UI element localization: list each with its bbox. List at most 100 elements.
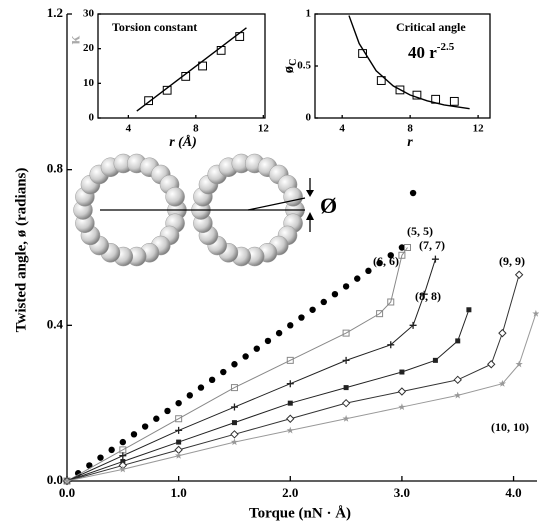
series-label: (5, 5) <box>407 224 433 238</box>
point <box>63 477 71 485</box>
y-tick-label: 0.8 <box>47 161 64 176</box>
point <box>376 76 386 85</box>
series-line <box>66 247 408 482</box>
point <box>253 345 260 352</box>
point <box>216 46 226 55</box>
point <box>387 252 394 259</box>
point <box>298 314 305 321</box>
x-tick-label: 4 <box>339 123 345 135</box>
point <box>455 338 461 344</box>
point <box>86 462 93 469</box>
point <box>175 415 183 423</box>
point <box>286 414 295 423</box>
series-label: (10, 10) <box>491 420 529 434</box>
point <box>275 329 283 337</box>
series-label: (8, 8) <box>415 289 441 303</box>
arrow-head <box>306 212 314 220</box>
y-tick-label: 20 <box>83 42 95 54</box>
point <box>286 426 294 434</box>
point <box>108 446 115 454</box>
inset-y-label: κ <box>67 35 84 44</box>
point <box>343 385 349 391</box>
x-tick-label: 1.0 <box>171 485 187 500</box>
y-tick-label: 1.2 <box>47 5 63 20</box>
point <box>454 391 462 399</box>
fit-formula: 40 r-2.5 <box>408 41 455 62</box>
inset-x-label: r (Å) <box>169 134 197 150</box>
point <box>309 306 316 313</box>
series-label: (9, 9) <box>499 254 525 268</box>
point <box>119 438 127 446</box>
point <box>230 384 238 392</box>
bead <box>165 187 185 207</box>
point <box>342 329 350 337</box>
point <box>220 368 227 376</box>
point <box>231 420 237 426</box>
point <box>487 360 496 369</box>
point <box>208 376 216 384</box>
point <box>387 341 395 349</box>
point <box>186 392 194 399</box>
point <box>498 379 507 387</box>
point <box>398 251 406 259</box>
inset-y-label: øC <box>281 59 299 74</box>
point <box>432 357 438 363</box>
fit-formula-main: 40 r <box>408 43 437 62</box>
y-axis-label: Twisted angle, ø (radians) <box>13 168 29 333</box>
point <box>398 403 406 411</box>
point <box>398 244 406 251</box>
y-tick-label: 1 <box>306 8 312 20</box>
y-tick-label: 10 <box>83 77 95 89</box>
y-tick-label: 0.4 <box>47 316 64 331</box>
point <box>119 452 127 460</box>
point <box>387 298 395 306</box>
point <box>341 398 351 408</box>
point <box>162 85 172 95</box>
fit-line <box>348 15 470 110</box>
illustration-label: Ø <box>320 193 337 218</box>
point <box>197 384 205 391</box>
point <box>287 322 294 329</box>
y-tick-label: 0 <box>306 112 312 124</box>
series-line <box>66 313 537 482</box>
inset-title: Torsion constant <box>112 20 197 34</box>
point <box>164 407 171 415</box>
point <box>198 61 207 71</box>
point <box>409 189 417 197</box>
series-label: (6, 6) <box>373 254 399 268</box>
series-line <box>66 259 436 482</box>
point <box>498 328 507 338</box>
point <box>431 255 439 263</box>
fit-line <box>136 27 247 112</box>
point <box>376 310 384 318</box>
x-tick-label: 2.0 <box>282 485 298 500</box>
point <box>242 353 249 360</box>
point <box>342 283 350 290</box>
point <box>354 275 361 282</box>
y-tick-label: 0 <box>89 112 95 124</box>
point <box>399 369 405 375</box>
x-axis-label: Torque (nN · Å) <box>249 505 351 521</box>
point <box>449 96 459 106</box>
point <box>230 438 239 446</box>
x-tick-label: 3.0 <box>394 485 410 500</box>
point <box>342 414 350 422</box>
point <box>431 94 441 104</box>
point <box>287 400 293 406</box>
point <box>175 451 183 459</box>
illustration-line <box>247 197 306 211</box>
nanotube-illustration <box>73 153 305 267</box>
point <box>397 387 407 396</box>
point <box>130 431 138 438</box>
x-tick-label: 8 <box>407 123 413 135</box>
point <box>235 32 245 41</box>
point <box>358 49 367 58</box>
point <box>514 270 524 279</box>
x-tick-label: 8 <box>193 123 199 135</box>
fit-formula-exponent: -2.5 <box>437 41 455 53</box>
point <box>420 290 428 298</box>
point <box>141 423 149 430</box>
y-tick-label: 0.0 <box>47 472 63 487</box>
y-tick-label: 0.5 <box>297 60 311 72</box>
